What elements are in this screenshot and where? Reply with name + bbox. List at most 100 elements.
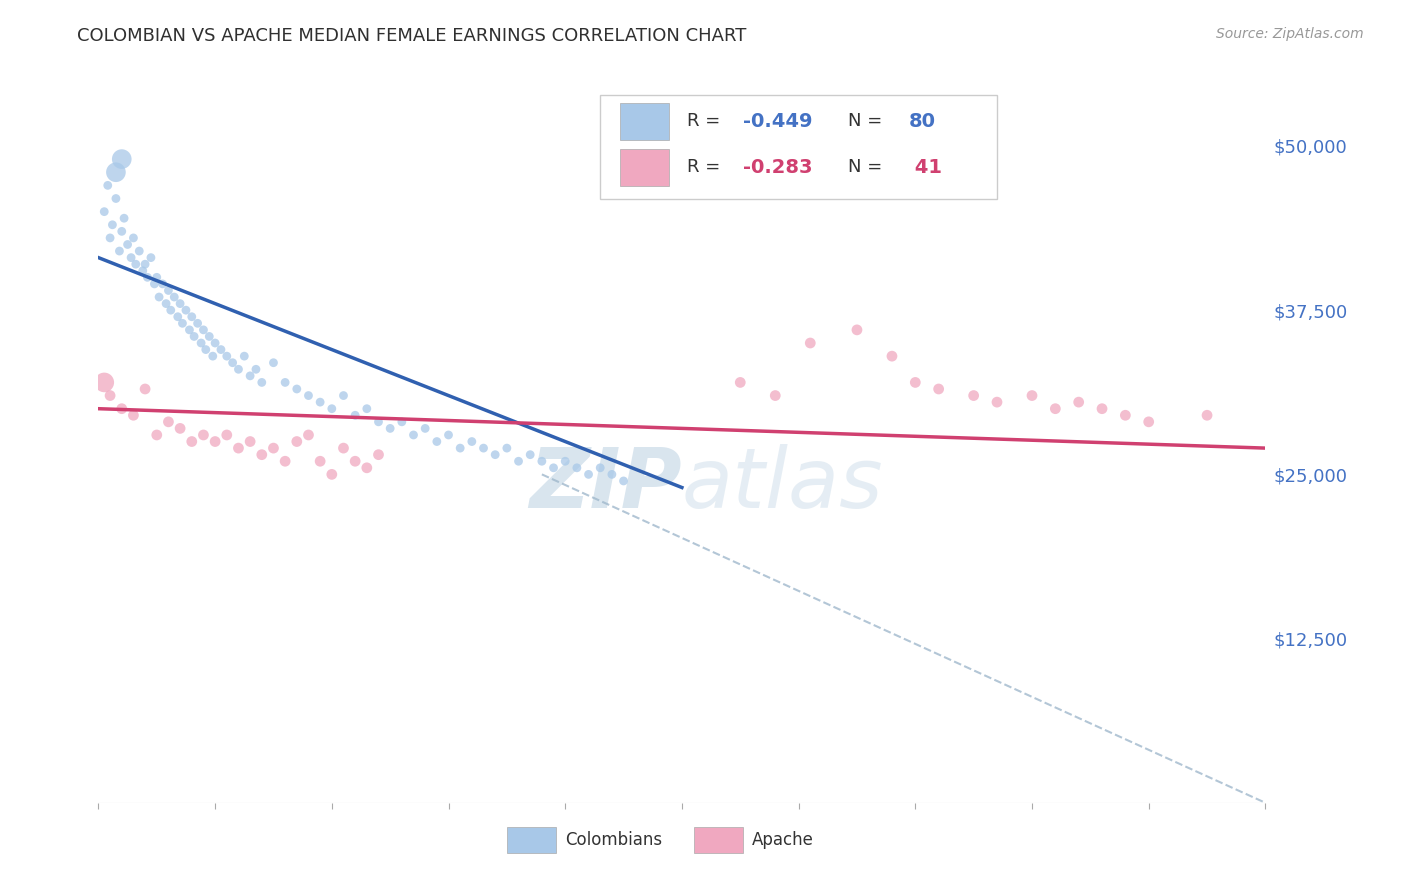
Point <box>163 290 186 304</box>
Point <box>122 409 145 423</box>
Point <box>1045 401 1067 416</box>
Point <box>155 296 177 310</box>
Point <box>763 388 786 402</box>
Point <box>134 382 156 396</box>
Point <box>928 382 950 396</box>
Point <box>413 421 436 435</box>
Point <box>461 434 484 449</box>
Point <box>986 395 1008 409</box>
Point <box>157 284 180 298</box>
Point <box>112 211 135 226</box>
Point <box>730 376 752 390</box>
Point <box>104 192 127 206</box>
Point <box>321 467 343 482</box>
Point <box>344 409 367 423</box>
Point <box>98 388 121 402</box>
Point <box>122 231 145 245</box>
Point <box>484 448 506 462</box>
Point <box>530 454 553 468</box>
Text: R =: R = <box>686 112 725 130</box>
Point <box>402 428 425 442</box>
Point <box>239 368 262 383</box>
Point <box>321 401 343 416</box>
Point <box>250 376 273 390</box>
Point <box>159 303 181 318</box>
Point <box>169 296 191 310</box>
Point <box>565 460 588 475</box>
Point <box>1195 409 1218 423</box>
Point <box>157 415 180 429</box>
Point <box>93 204 115 219</box>
Point <box>172 316 194 330</box>
FancyBboxPatch shape <box>693 827 742 853</box>
FancyBboxPatch shape <box>508 827 555 853</box>
Text: N =: N = <box>848 112 887 130</box>
Point <box>193 428 215 442</box>
Point <box>297 428 319 442</box>
Point <box>1114 409 1136 423</box>
Point <box>97 178 120 193</box>
Point <box>274 454 297 468</box>
Point <box>179 323 201 337</box>
Point <box>1021 388 1043 402</box>
Point <box>589 460 612 475</box>
Point <box>262 441 284 455</box>
Text: Colombians: Colombians <box>565 830 662 848</box>
Point <box>356 460 378 475</box>
Text: 80: 80 <box>908 112 935 131</box>
Point <box>174 303 197 318</box>
Point <box>426 434 449 449</box>
Point <box>554 454 576 468</box>
Point <box>228 362 250 376</box>
Point <box>215 428 238 442</box>
Point <box>846 323 869 337</box>
Point <box>578 467 600 482</box>
Point <box>204 434 226 449</box>
Point <box>250 448 273 462</box>
Point <box>613 474 636 488</box>
Point <box>367 415 389 429</box>
Point <box>180 434 202 449</box>
Point <box>134 257 156 271</box>
Point <box>367 448 389 462</box>
Text: atlas: atlas <box>682 444 883 525</box>
Point <box>190 336 212 351</box>
Point <box>111 152 134 166</box>
Point <box>297 388 319 402</box>
Point <box>143 277 166 291</box>
Point <box>104 165 127 179</box>
Point <box>1137 415 1160 429</box>
Point <box>519 448 541 462</box>
Point <box>391 415 413 429</box>
Text: COLOMBIAN VS APACHE MEDIAN FEMALE EARNINGS CORRELATION CHART: COLOMBIAN VS APACHE MEDIAN FEMALE EARNIN… <box>77 27 747 45</box>
Point <box>233 349 256 363</box>
Point <box>356 401 378 416</box>
Point <box>139 251 162 265</box>
Point <box>111 401 134 416</box>
Point <box>332 441 354 455</box>
Point <box>543 460 565 475</box>
Point <box>285 434 308 449</box>
Point <box>209 343 232 357</box>
Point <box>1091 401 1114 416</box>
Point <box>962 388 984 402</box>
Point <box>152 277 174 291</box>
Point <box>146 270 169 285</box>
Point <box>904 376 927 390</box>
Point <box>204 336 226 351</box>
Point <box>332 388 354 402</box>
Point <box>108 244 131 258</box>
Point <box>380 421 402 435</box>
Point <box>125 257 148 271</box>
FancyBboxPatch shape <box>620 103 669 140</box>
Point <box>132 264 155 278</box>
Text: Apache: Apache <box>752 830 814 848</box>
FancyBboxPatch shape <box>620 149 669 186</box>
Text: Source: ZipAtlas.com: Source: ZipAtlas.com <box>1216 27 1364 41</box>
Point <box>344 454 367 468</box>
Text: R =: R = <box>686 159 725 177</box>
Text: -0.283: -0.283 <box>742 158 813 177</box>
Point <box>221 356 243 370</box>
Text: N =: N = <box>848 159 887 177</box>
Point <box>194 343 217 357</box>
